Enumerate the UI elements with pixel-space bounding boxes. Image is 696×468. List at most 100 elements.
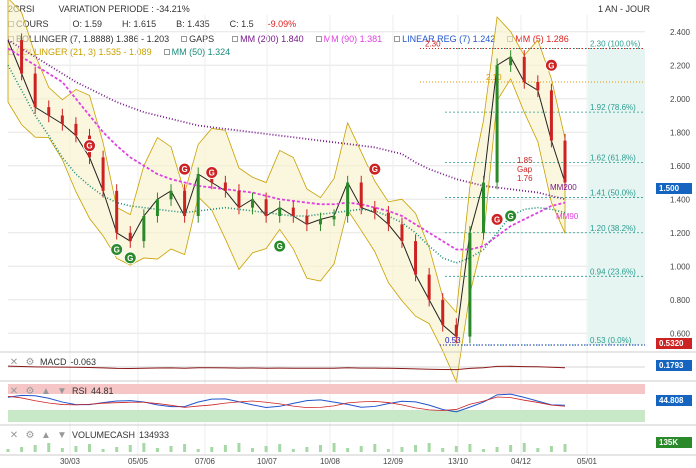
rsi-overbought-band — [8, 384, 645, 394]
candle-body — [332, 216, 336, 220]
gear-icon[interactable]: ⚙ — [25, 356, 35, 368]
candle-body — [400, 224, 404, 242]
candle-body — [33, 73, 37, 108]
gear-icon[interactable]: ⚙ — [25, 385, 35, 397]
macd-tag: 0.1793 — [656, 360, 692, 371]
volume-bar — [196, 449, 200, 452]
volume-bar — [278, 444, 282, 452]
legend-close: C: 1.5 — [229, 19, 254, 29]
volume-bar — [563, 444, 567, 452]
candle-body — [196, 174, 200, 216]
legend-gaps[interactable]: GAPS — [181, 34, 214, 44]
g-marker-label: G — [114, 246, 120, 255]
legend-mm50[interactable]: MM (50) 1.324 — [163, 47, 230, 57]
volume-bar — [264, 446, 268, 452]
candle-body — [414, 241, 418, 275]
y-tick-label: 1.600 — [670, 162, 691, 171]
close-icon[interactable]: ✕ — [9, 356, 19, 368]
variation-label: VARIATION PERIODE : -34.21% — [58, 4, 190, 14]
y-tick-label: 2.000 — [670, 95, 691, 104]
arrow-up-icon[interactable]: ▲ — [41, 429, 51, 441]
gear-icon[interactable]: ⚙ — [25, 429, 35, 441]
candle-body — [142, 216, 146, 242]
volume-bar — [386, 449, 390, 452]
g-marker — [490, 212, 504, 226]
candle-body — [60, 115, 64, 124]
candle-body — [495, 65, 499, 183]
checkbox-icon[interactable] — [315, 36, 322, 42]
g-marker-label: G — [277, 242, 283, 251]
candle-body — [536, 82, 540, 91]
arrow-up-icon[interactable]: ▲ — [41, 385, 51, 397]
checkbox-icon[interactable] — [163, 49, 170, 55]
volume-bar — [33, 445, 37, 452]
x-tick-label: 30/03 — [60, 457, 81, 466]
candle-body — [427, 274, 431, 300]
volume-tag: 135K — [656, 437, 692, 448]
volume-bar — [128, 445, 132, 452]
legend-mm200[interactable]: MM (200) 1.840 — [232, 34, 304, 44]
fib-label: 2.30 (100.0%) — [590, 40, 641, 49]
g-marker — [205, 165, 219, 179]
volume-bar — [169, 446, 173, 452]
volume-bar — [74, 446, 78, 452]
fib-zone — [588, 48, 645, 345]
fib-label: 1.62 (61.8%) — [590, 153, 636, 162]
volume-bar — [359, 446, 363, 452]
g-marker-label: G — [86, 142, 92, 151]
price-level-label: 0.53 — [445, 336, 461, 345]
volume-value: 134933 — [139, 430, 170, 440]
x-tick-label: 10/08 — [320, 457, 341, 466]
candle-body — [264, 199, 268, 216]
price-level-label: 2.30 — [425, 40, 441, 49]
candle-body — [115, 190, 119, 233]
g-marker-label: G — [127, 254, 133, 263]
volume-bar — [155, 448, 159, 452]
g-marker-label: G — [494, 215, 500, 224]
volume-bar — [237, 443, 241, 452]
series-line-0 — [7, 39, 566, 338]
volume-bar — [495, 447, 499, 452]
volume-bar — [373, 444, 377, 452]
candle-body — [305, 216, 309, 225]
candle-body — [278, 207, 282, 216]
x-tick-label: 04/12 — [511, 457, 532, 466]
checkbox-icon[interactable] — [232, 36, 239, 42]
y-tick-label: 1.400 — [670, 195, 691, 204]
candle-body — [509, 56, 513, 66]
g-marker — [368, 162, 382, 176]
fib-label: 1.41 (50.0%) — [590, 189, 636, 198]
candle-body — [522, 56, 526, 82]
volume-bar — [20, 447, 24, 452]
low-price-tag: 0.5320 — [656, 338, 692, 349]
checkbox-icon[interactable] — [394, 36, 401, 42]
x-tick-label: 13/10 — [448, 457, 469, 466]
close-icon[interactable]: ✕ — [9, 429, 19, 441]
checkbox-icon[interactable] — [181, 36, 188, 42]
sub-panes — [0, 351, 696, 456]
volume-bar — [468, 444, 472, 452]
macd-pane-header: ✕ ⚙ MACD -0.063 — [8, 356, 96, 368]
candle-body — [468, 232, 472, 337]
candle-body — [386, 212, 390, 225]
period-label[interactable]: 1 AN - JOUR — [597, 4, 650, 14]
arrow-down-icon[interactable]: ▼ — [57, 429, 67, 441]
rsi-signal-line — [7, 395, 566, 411]
g-marker — [110, 243, 124, 256]
volume-bar — [291, 449, 295, 452]
close-icon[interactable]: ✕ — [9, 385, 19, 397]
g-marker-label: G — [372, 165, 378, 174]
legend-mm90[interactable]: MM (90) 1.381 — [315, 34, 382, 44]
y-tick-label: 1.800 — [670, 128, 691, 137]
candle-body — [101, 157, 105, 191]
volume-bar — [414, 445, 418, 452]
fib-label: 1.20 (38.2%) — [590, 224, 636, 233]
arrow-down-icon[interactable]: ▼ — [57, 385, 67, 397]
candle-body — [20, 40, 24, 74]
fib-label: 1.92 (78.6%) — [590, 103, 636, 112]
legend-linreg[interactable]: LINEAR REG (7) 1.242 — [394, 34, 495, 44]
candle-body — [47, 107, 51, 116]
g-marker — [544, 58, 558, 72]
